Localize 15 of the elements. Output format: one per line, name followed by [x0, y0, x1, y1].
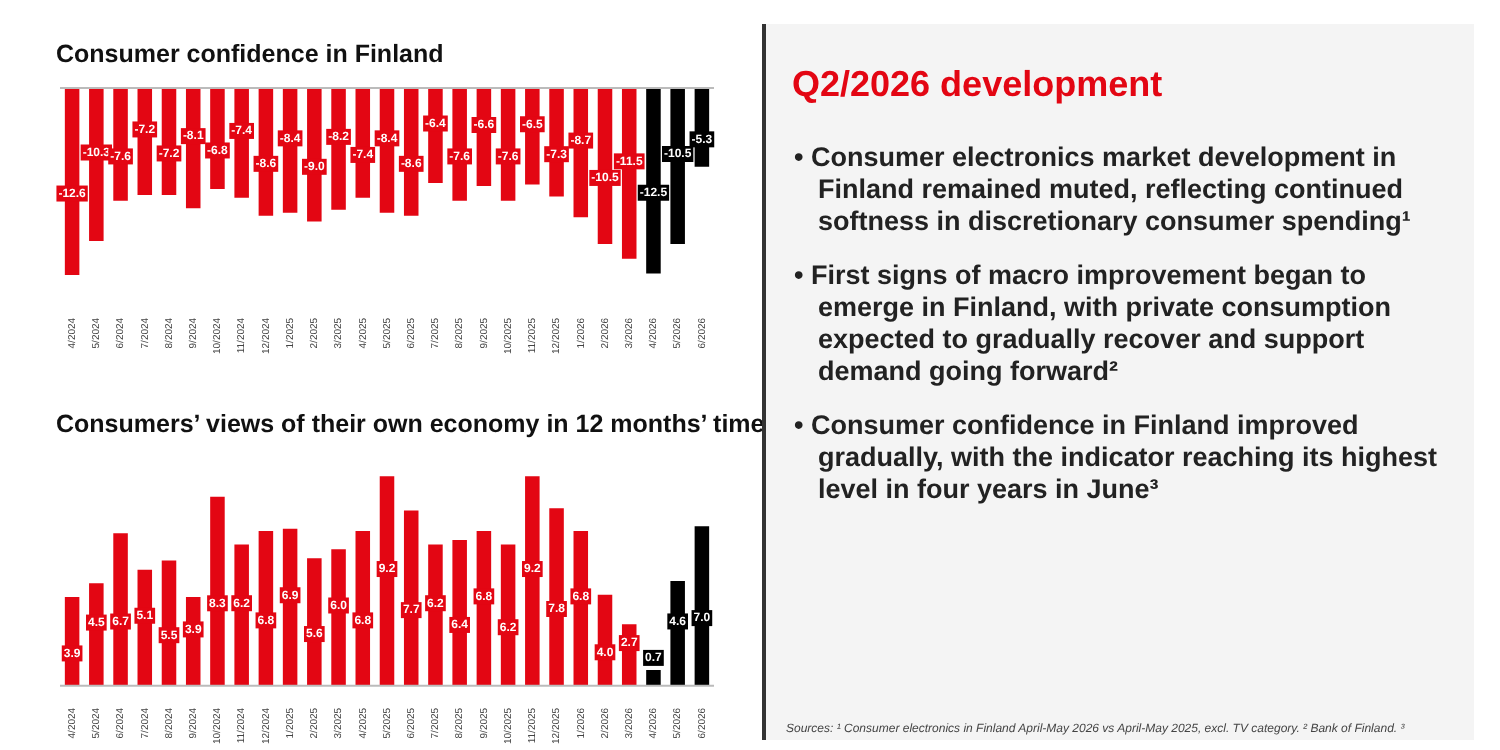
bar — [307, 558, 322, 686]
text: • First signs of macro improvement began to emerge in Finland, with private consumption expected to gradually recover and support demand going forward² — [794, 260, 1394, 388]
bar — [428, 544, 443, 686]
bar — [452, 540, 467, 686]
bar — [549, 508, 564, 686]
chart-title: Consumer confidence in Finland — [56, 40, 444, 68]
bar — [525, 476, 540, 686]
bar — [331, 549, 346, 686]
bar — [113, 533, 128, 686]
text: • Consumer electronics market development in Finland remained muted, reflecting continued softness in discretionary consumer spending¹ — [794, 142, 1413, 238]
chart-title: Consumers’ views of their own economy in 12 months’ time — [56, 410, 765, 438]
bar — [210, 496, 225, 686]
bar — [234, 544, 249, 686]
text: • Consumer confidence in Finland improved gradually, with the indicator reaching its highest level in four years in June³ — [794, 410, 1440, 506]
text: Q2/2026 development — [792, 64, 1165, 106]
